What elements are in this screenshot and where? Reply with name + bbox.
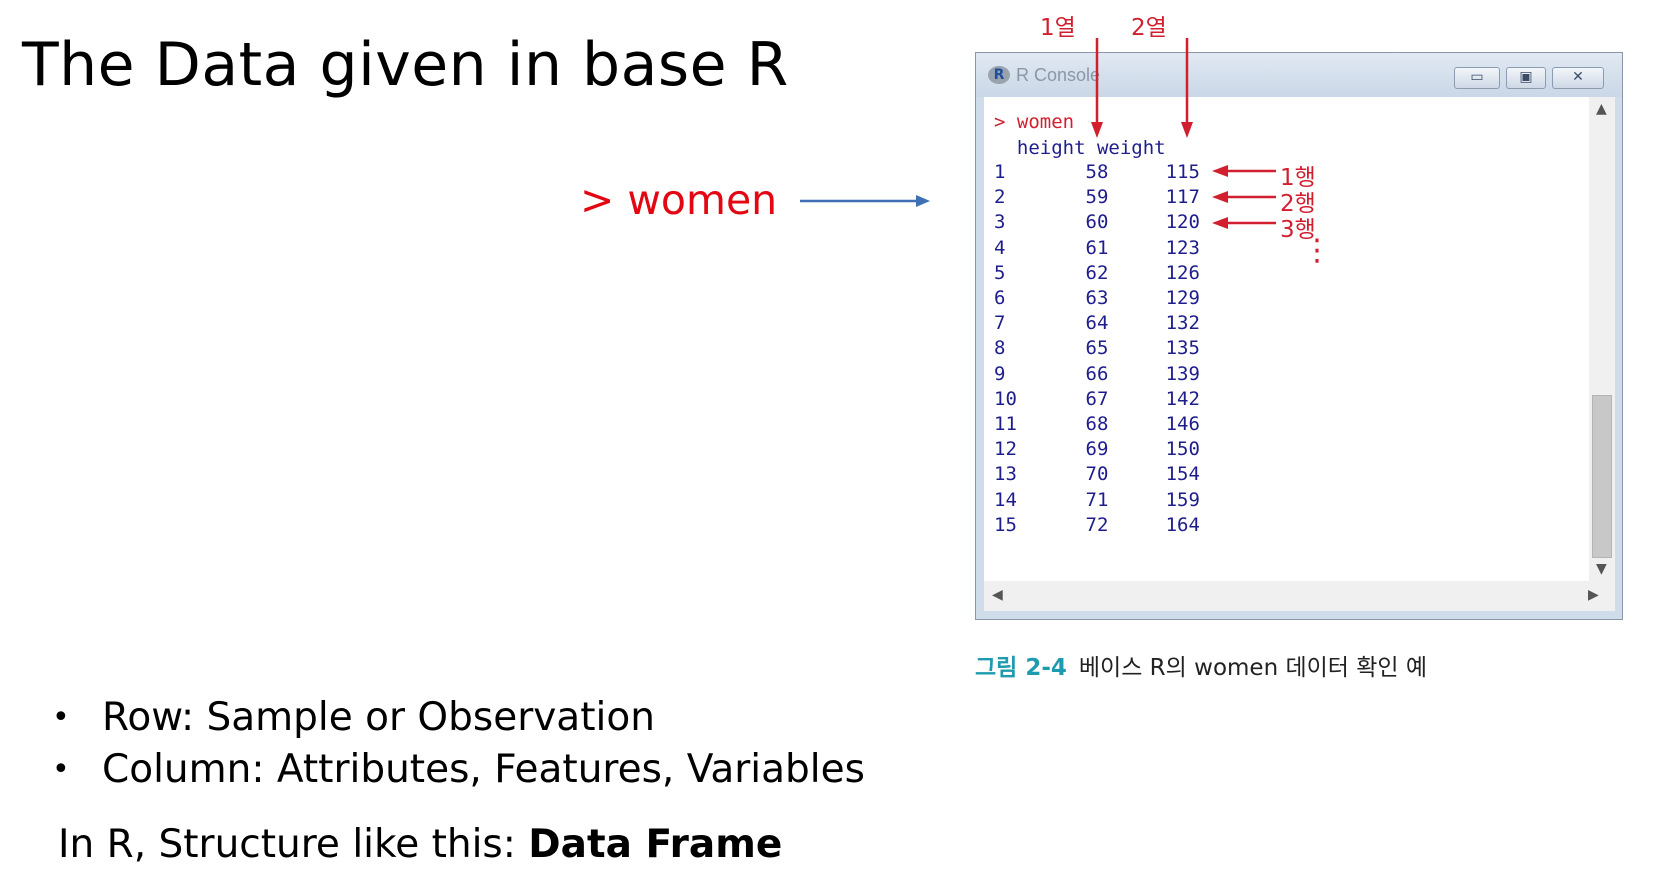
dataframe-row: 7 64 132: [994, 312, 1200, 335]
dataframe-row: 2 59 117: [994, 186, 1200, 209]
bullet-item-row: • Row: Sample or Observation: [50, 692, 865, 744]
window-title: R Console: [1016, 65, 1101, 85]
row-ellipsis: ⋮: [1302, 233, 1332, 268]
bullet-text: Column: Attributes, Features, Variables: [102, 747, 865, 792]
dataframe-row: 11 68 146: [994, 413, 1200, 435]
callout-arrow-icon: [800, 195, 930, 207]
women-command-callout: > women: [580, 176, 778, 224]
dataframe-row: 6 63 129: [994, 287, 1200, 309]
slide-title: The Data given in base R: [22, 30, 789, 100]
r-logo-icon: R: [988, 66, 1010, 84]
dataframe-row: 1 58 115: [994, 161, 1200, 183]
summary-prefix: In R, Structure like this:: [58, 822, 529, 867]
minimize-button[interactable]: ▭: [1454, 67, 1500, 89]
close-button[interactable]: ✕: [1552, 67, 1604, 89]
scroll-down-icon[interactable]: ▼: [1596, 561, 1607, 577]
bullet-text: Row: Sample or Observation: [102, 695, 655, 740]
dataframe-row: 13 70 154: [994, 463, 1200, 486]
dataframe-row: 10 67 142: [994, 387, 1200, 410]
row2-label: 2행: [1280, 191, 1316, 217]
console-command: > women: [994, 111, 1075, 133]
vertical-scrollbar[interactable]: ▲ ▼: [1589, 97, 1615, 581]
maximize-button[interactable]: ▣: [1506, 67, 1546, 89]
column1-label: 1열: [1040, 15, 1076, 41]
summary-emphasis: Data Frame: [528, 822, 783, 867]
column2-label: 2열: [1131, 15, 1167, 41]
caption-label: 그림 2-4: [975, 655, 1067, 681]
r-console-window[interactable]: R R Console ▭ ▣ ✕ > women height weight …: [975, 52, 1623, 620]
bullet-item-column: • Column: Attributes, Features, Variable…: [50, 744, 865, 796]
figure-caption: 그림 2-4 베이스 R의 women 데이터 확인 예: [975, 648, 1427, 682]
summary-text: In R, Structure like this: Data Frame: [58, 822, 782, 867]
dataframe-row: 14 71 159: [994, 488, 1200, 511]
bullet-marker: •: [52, 700, 70, 735]
dataframe-row: 15 72 164: [994, 513, 1200, 536]
window-titlebar[interactable]: R R Console ▭ ▣ ✕: [976, 53, 1622, 97]
dataframe-row: 3 60 120: [994, 211, 1200, 234]
dataframe-row: 8 65 135: [994, 337, 1200, 360]
row1-label: 1행: [1280, 165, 1316, 191]
dataframe-row: 4 61 123: [994, 236, 1200, 259]
scroll-up-icon[interactable]: ▲: [1596, 101, 1607, 117]
row3-label: 3행: [1280, 217, 1316, 243]
caption-text: 베이스 R의 women 데이터 확인 예: [1078, 655, 1428, 681]
bullet-list: • Row: Sample or Observation • Column: A…: [50, 692, 865, 796]
dataframe-row: 5 62 126: [994, 261, 1200, 284]
dataframe-row: 12 69 150: [994, 438, 1200, 461]
scroll-thumb[interactable]: [1592, 395, 1612, 558]
console-output[interactable]: > women height weight 1 58 115 2 59 117 3 …: [984, 97, 1606, 581]
dataframe-row: 9 66 139: [994, 362, 1200, 385]
horizontal-scrollbar[interactable]: ◀ ▶: [984, 581, 1615, 611]
scroll-right-icon[interactable]: ▶: [1588, 587, 1599, 603]
dataframe-header: height weight: [994, 137, 1166, 159]
bullet-marker: •: [52, 752, 70, 787]
scroll-left-icon[interactable]: ◀: [992, 587, 1003, 603]
